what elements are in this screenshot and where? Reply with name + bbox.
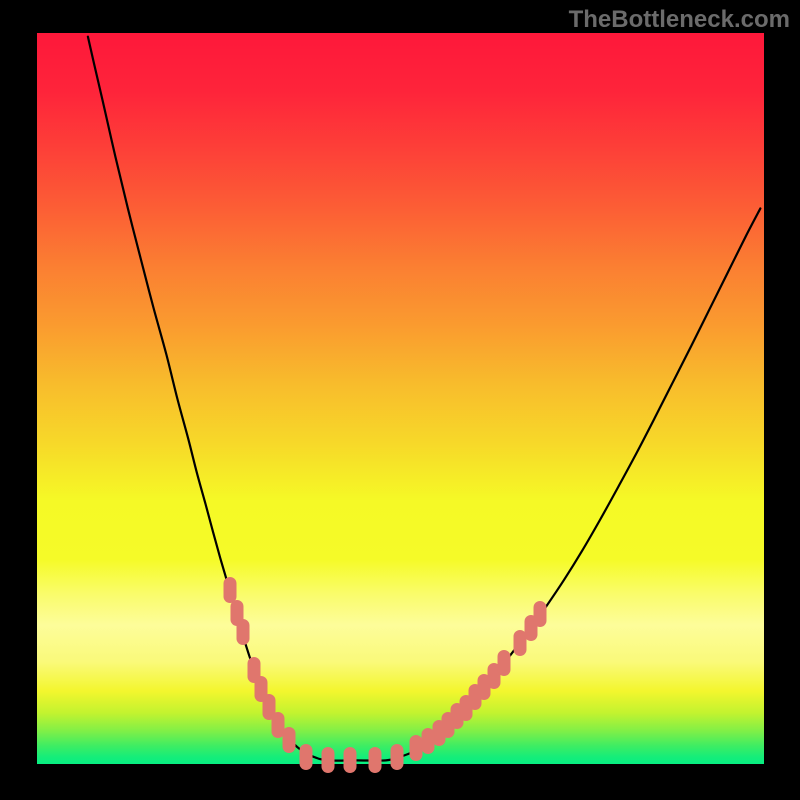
marker-floor-3 <box>369 747 382 773</box>
marker-right-12 <box>534 601 547 627</box>
watermark-text: TheBottleneck.com <box>569 6 790 34</box>
curve-svg <box>37 33 764 764</box>
marker-left-2 <box>236 619 249 645</box>
marker-right-9 <box>497 650 510 676</box>
marker-floor-0 <box>299 744 312 770</box>
marker-floor-4 <box>390 744 403 770</box>
marker-left-0 <box>223 577 236 603</box>
v-curve-path <box>88 37 760 761</box>
chart-root: TheBottleneck.com <box>0 0 800 800</box>
marker-floor-2 <box>343 747 356 773</box>
marker-floor-1 <box>321 747 334 773</box>
plot-area <box>37 33 764 764</box>
marker-left-7 <box>282 727 295 753</box>
